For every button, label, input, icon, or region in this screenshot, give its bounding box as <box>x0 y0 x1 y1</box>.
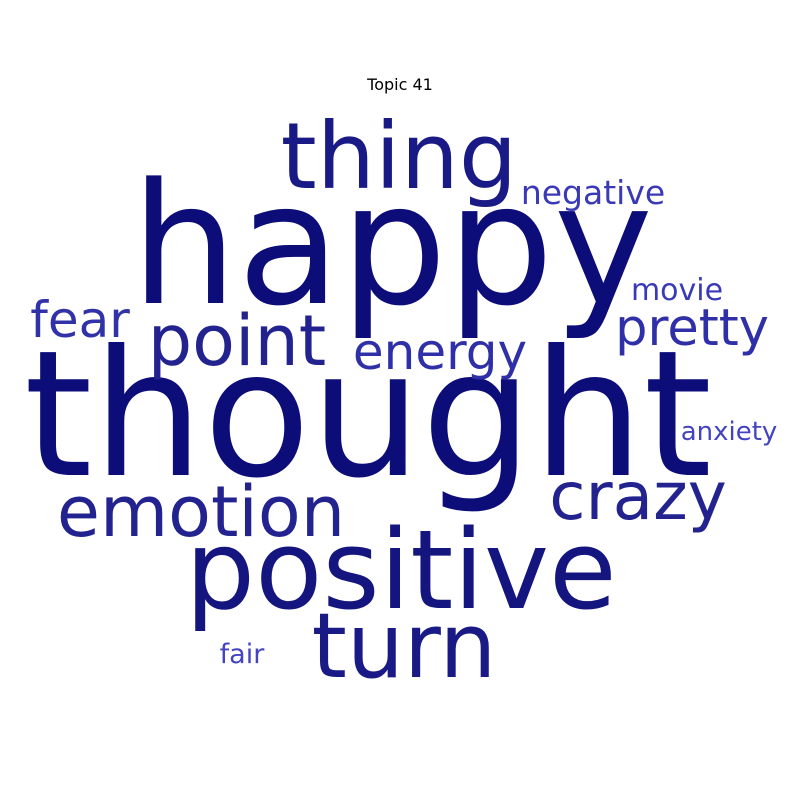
word-thing: thing <box>281 103 518 210</box>
word-pretty: pretty <box>615 299 769 358</box>
word-fair: fair <box>220 639 266 670</box>
word-energy: energy <box>353 323 527 381</box>
word-thought: thought <box>24 314 712 517</box>
word-fear: fear <box>30 291 130 349</box>
word-positive: positive <box>185 506 616 634</box>
word-anxiety: anxiety <box>681 417 778 447</box>
chart-title: Topic 41 <box>367 75 433 94</box>
word-happy: happy <box>131 147 653 343</box>
word-negative: negative <box>521 173 665 212</box>
word-point: point <box>148 300 327 382</box>
word-emotion: emotion <box>57 471 345 553</box>
word-turn: turn <box>312 594 497 699</box>
word-crazy: crazy <box>549 458 727 535</box>
word-movie: movie <box>631 273 723 308</box>
